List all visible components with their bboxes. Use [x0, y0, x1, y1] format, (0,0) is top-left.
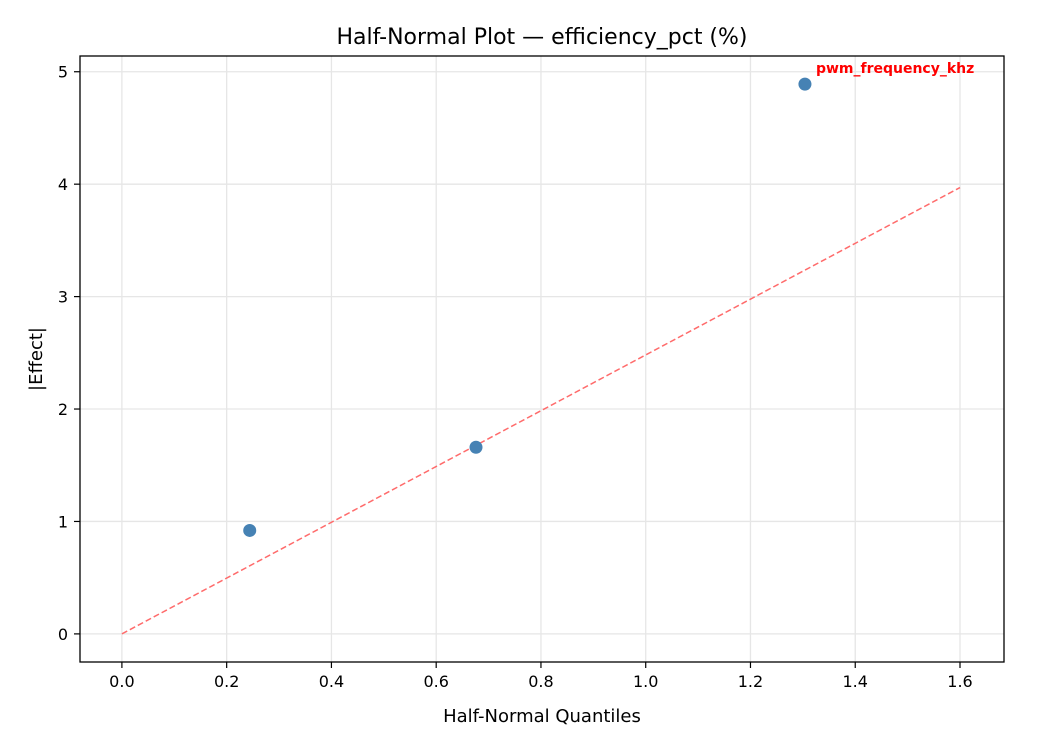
grid — [80, 56, 1004, 662]
annotations: pwm_frequency_khz — [816, 61, 974, 77]
x-tick-label: 1.6 — [947, 672, 972, 691]
x-ticks: 0.0 0.2 0.4 0.6 0.8 1.0 1.2 1.4 1.6 — [109, 662, 973, 691]
data-point — [469, 440, 483, 454]
point-annotation: pwm_frequency_khz — [816, 61, 974, 77]
x-tick-label: 1.4 — [843, 672, 868, 691]
x-axis-label: Half-Normal Quantiles — [443, 706, 641, 727]
x-tick-label: 0.8 — [528, 672, 553, 691]
y-tick-label: 1 — [58, 512, 68, 531]
x-tick-label: 1.2 — [738, 672, 763, 691]
x-tick-label: 0.0 — [109, 672, 134, 691]
y-tick-label: 4 — [58, 175, 68, 194]
y-tick-label: 5 — [58, 63, 68, 82]
y-ticks: 0 1 2 3 4 5 — [58, 63, 80, 644]
x-tick-label: 0.2 — [214, 672, 239, 691]
x-tick-label: 1.0 — [633, 672, 658, 691]
plot-frame — [79, 55, 1005, 663]
reference-line — [121, 186, 961, 635]
y-tick-label: 3 — [58, 288, 68, 307]
chart-title: Half-Normal Plot — efficiency_pct (%) — [336, 25, 747, 50]
y-axis-label: |Effect| — [26, 327, 47, 391]
x-tick-label: 0.6 — [423, 672, 448, 691]
reference-line-group — [121, 186, 961, 635]
data-point — [798, 77, 812, 91]
points-group — [243, 77, 812, 537]
y-tick-label: 2 — [58, 400, 68, 419]
y-tick-label: 0 — [58, 625, 68, 644]
x-tick-label: 0.4 — [319, 672, 344, 691]
data-point — [243, 523, 257, 537]
